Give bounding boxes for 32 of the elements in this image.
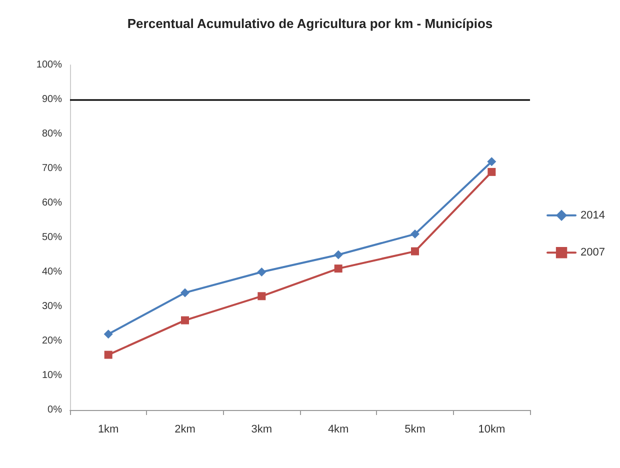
- point: [104, 350, 112, 359]
- x-tick-label: 2km: [174, 424, 196, 436]
- point: [334, 250, 343, 260]
- y-tick-label: 80%: [42, 128, 62, 140]
- x-tick-label: 5km: [404, 424, 426, 436]
- y-tick-label: 20%: [42, 336, 62, 346]
- chart-title: Percentual Acumulativo de Agricultura por km - Municípios: [127, 16, 493, 31]
- x-tick-label: 3km: [251, 424, 272, 436]
- point: [487, 157, 496, 166]
- y-tick-label: 70%: [42, 163, 62, 174]
- legend-label: 2014: [580, 209, 606, 222]
- y-tick-label: 50%: [42, 232, 62, 243]
- point: [334, 264, 342, 273]
- y-tick-label: 0%: [48, 404, 62, 416]
- legend-label: 2007: [580, 246, 606, 259]
- point: [488, 168, 496, 176]
- y-tick-label: 90%: [42, 94, 62, 105]
- x-tick-label: 10km: [478, 424, 506, 436]
- y-tick-label: 60%: [42, 198, 62, 208]
- y-tick-label: 30%: [42, 301, 62, 312]
- point: [181, 316, 189, 324]
- y-tick-label: 10%: [42, 370, 62, 381]
- y-tick-label: 100%: [36, 60, 62, 70]
- point: [411, 247, 419, 256]
- x-tick-label: 1km: [98, 424, 119, 436]
- point: [258, 292, 266, 300]
- point: [104, 330, 113, 339]
- x-tick-label: 4km: [328, 424, 349, 436]
- point: [410, 230, 420, 239]
- y-tick-label: 40%: [42, 266, 62, 278]
- point: [180, 288, 190, 298]
- point: [257, 268, 266, 276]
